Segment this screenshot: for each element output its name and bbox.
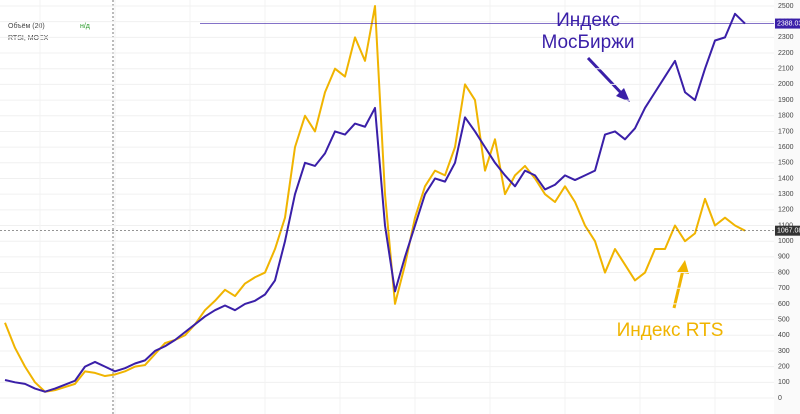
y-tick-label: 2300 bbox=[778, 34, 794, 41]
y-tick-label: 1700 bbox=[778, 128, 794, 135]
y-tick-label: 200 bbox=[778, 363, 790, 370]
price-label: 1067.08 bbox=[777, 228, 800, 235]
y-tick-label: 600 bbox=[778, 301, 790, 308]
arrowhead bbox=[677, 260, 689, 274]
y-tick-label: 1600 bbox=[778, 144, 794, 151]
y-tick-label: 2200 bbox=[778, 50, 794, 57]
price-tag bbox=[775, 225, 800, 236]
series-line bbox=[4, 5, 746, 393]
y-tick-label: 300 bbox=[778, 348, 790, 355]
annotation: Индекс МосБиржи bbox=[541, 10, 635, 53]
symbol-label: RTSI, MOEX bbox=[8, 35, 49, 42]
y-tick-label: 2500 bbox=[778, 3, 794, 10]
arrow bbox=[672, 269, 685, 309]
arrowhead bbox=[616, 88, 630, 102]
axis-panel bbox=[774, 0, 800, 414]
y-tick-label: 0 bbox=[778, 395, 782, 402]
arrow bbox=[586, 56, 626, 98]
y-tick-label: 1500 bbox=[778, 160, 794, 167]
indicator-label: Объём (20) bbox=[8, 22, 45, 30]
y-tick-label: 800 bbox=[778, 269, 790, 276]
y-tick-label: 1000 bbox=[778, 238, 794, 245]
y-tick-label: 500 bbox=[778, 316, 790, 323]
annotation: Индекс RTS bbox=[616, 320, 724, 341]
y-tick-label: 1300 bbox=[778, 191, 794, 198]
y-tick-label: 100 bbox=[778, 379, 790, 386]
y-tick-label: 1400 bbox=[778, 175, 794, 182]
y-tick-label: 2100 bbox=[778, 66, 794, 73]
y-tick-label: 700 bbox=[778, 285, 790, 292]
y-tick-label: 1200 bbox=[778, 207, 794, 214]
price-label: 2388.03 bbox=[777, 20, 800, 27]
series-line bbox=[4, 12, 746, 393]
y-tick-label: 400 bbox=[778, 332, 790, 339]
y-tick-label: 900 bbox=[778, 254, 790, 261]
price-tag bbox=[775, 18, 800, 29]
y-tick-label: 2000 bbox=[778, 81, 794, 88]
y-tick-label: 1800 bbox=[778, 113, 794, 120]
indicator-value: н/д bbox=[80, 23, 90, 30]
y-tick-label: 1900 bbox=[778, 97, 794, 104]
